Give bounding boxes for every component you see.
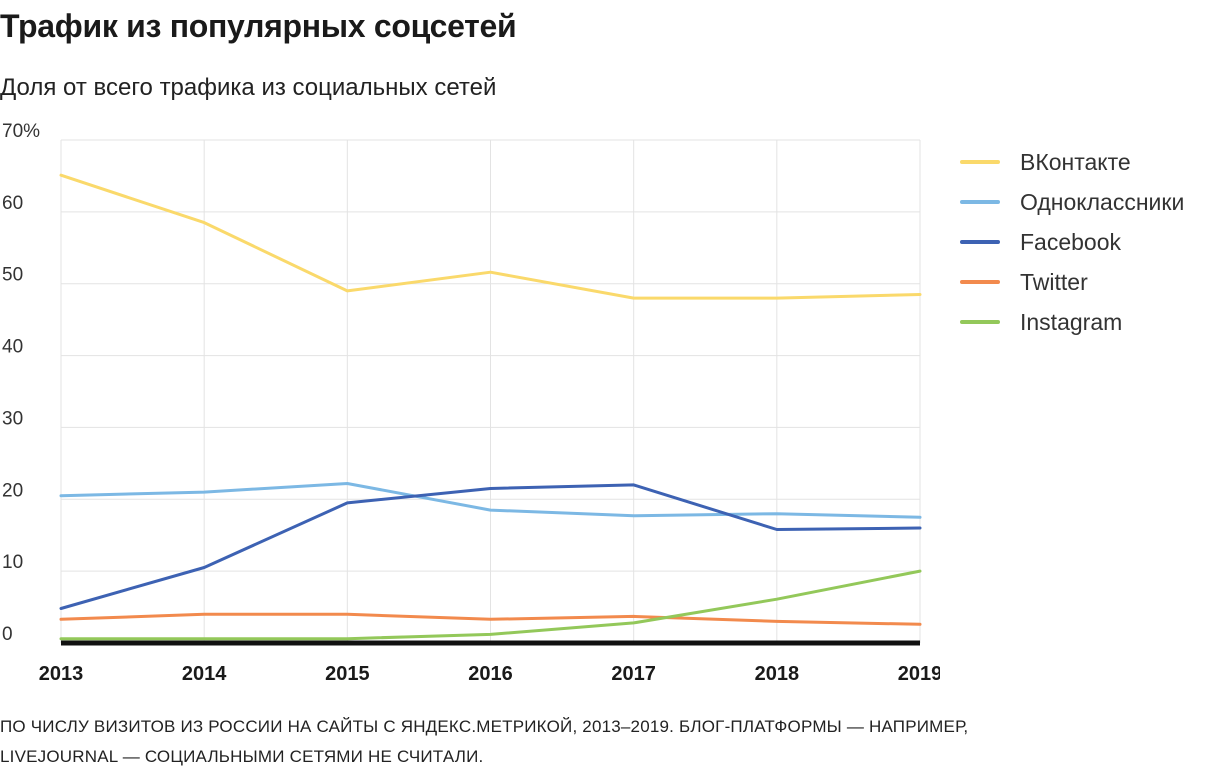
chart-footnote: ПО ЧИСЛУ ВИЗИТОВ ИЗ РОССИИ НА САЙТЫ С ЯН… — [0, 717, 969, 766]
legend-item: Одноклассники — [960, 182, 1184, 222]
legend-swatch — [960, 280, 1000, 284]
chart-title: Трафик из популярных соцсетей — [0, 8, 517, 44]
series-line-Instagram — [59, 569, 922, 641]
legend-item: Instagram — [960, 302, 1184, 342]
legend-item: ВКонтакте — [960, 142, 1184, 182]
y-tick-label: 50 — [2, 265, 23, 286]
chart-legend: ВКонтакте Одноклассники Facebook Twitter Ins… — [960, 142, 1184, 342]
x-tick-label: 2013 — [39, 663, 84, 685]
y-tick-label: 70% — [2, 121, 40, 142]
legend-swatch — [960, 240, 1000, 244]
legend-label: Instagram — [1020, 308, 1123, 335]
x-tick-label: 2015 — [325, 663, 370, 685]
x-tick-label: 2016 — [468, 663, 513, 685]
series-line-Одноклассники — [59, 482, 922, 519]
series-line-ВКонтакте — [59, 173, 922, 300]
y-tick-label: 10 — [2, 552, 23, 573]
legend-swatch — [960, 200, 1000, 204]
x-tick-label: 2018 — [755, 663, 800, 685]
series-line-Facebook — [59, 483, 922, 610]
line-chart: 0 10 20 30 40 50 60 70% 2013 2014 2015 2016 2017 2018… — [2, 121, 940, 685]
legend-swatch — [960, 160, 1000, 164]
legend-label: Одноклассники — [1020, 188, 1185, 215]
y-tick-label: 0 — [2, 624, 13, 645]
legend-item: Twitter — [960, 262, 1184, 302]
x-tick-label: 2019 — [898, 663, 940, 685]
legend-item: Facebook — [960, 222, 1184, 262]
legend-label: Twitter — [1020, 268, 1088, 295]
legend-label: ВКонтакте — [1020, 148, 1131, 175]
chart-subtitle: Доля от всего трафика из социальных сете… — [0, 74, 497, 101]
x-tick-label: 2017 — [611, 663, 656, 685]
x-tick-label: 2014 — [182, 663, 227, 685]
y-tick-label: 30 — [2, 408, 23, 429]
y-tick-label: 40 — [2, 337, 23, 358]
y-tick-label: 60 — [2, 193, 23, 214]
legend-label: Facebook — [1020, 228, 1122, 255]
legend-swatch — [960, 320, 1000, 324]
series-line-Twitter — [59, 612, 922, 626]
y-tick-label: 20 — [2, 480, 23, 501]
